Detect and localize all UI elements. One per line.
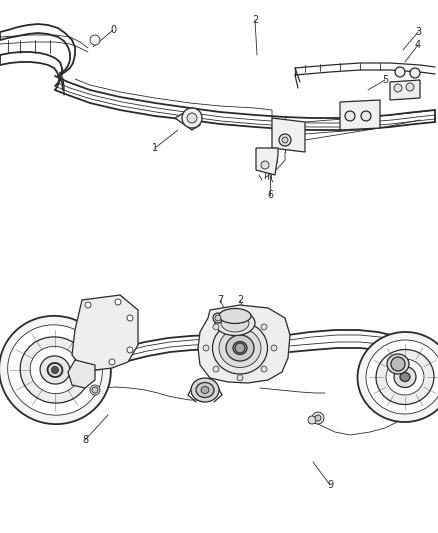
Ellipse shape: [7, 325, 102, 415]
Ellipse shape: [219, 328, 261, 367]
Ellipse shape: [226, 335, 254, 361]
Polygon shape: [72, 295, 138, 370]
Circle shape: [261, 324, 267, 330]
Circle shape: [261, 366, 267, 372]
Circle shape: [85, 302, 91, 308]
Ellipse shape: [366, 340, 438, 414]
Circle shape: [261, 161, 269, 169]
Ellipse shape: [30, 346, 80, 393]
Circle shape: [92, 387, 98, 393]
Circle shape: [394, 84, 402, 92]
Polygon shape: [68, 360, 95, 388]
Circle shape: [271, 345, 277, 351]
Text: 0: 0: [110, 25, 116, 35]
Circle shape: [361, 111, 371, 121]
Ellipse shape: [48, 363, 63, 377]
Circle shape: [395, 67, 405, 77]
Ellipse shape: [387, 354, 409, 374]
Circle shape: [213, 366, 219, 372]
Circle shape: [127, 315, 133, 321]
Circle shape: [237, 315, 243, 321]
Circle shape: [215, 315, 221, 321]
Ellipse shape: [219, 309, 251, 324]
Polygon shape: [256, 148, 278, 175]
Polygon shape: [198, 305, 290, 383]
Circle shape: [115, 299, 121, 305]
Circle shape: [279, 134, 291, 146]
Text: 3: 3: [415, 27, 421, 37]
Ellipse shape: [400, 373, 410, 382]
Ellipse shape: [196, 383, 214, 398]
Ellipse shape: [191, 378, 219, 402]
Circle shape: [187, 113, 197, 123]
Ellipse shape: [20, 337, 90, 403]
Ellipse shape: [215, 311, 255, 335]
Ellipse shape: [0, 316, 111, 424]
Text: 2: 2: [252, 15, 258, 25]
Circle shape: [203, 345, 209, 351]
Text: 9: 9: [327, 480, 333, 490]
Ellipse shape: [52, 367, 59, 374]
Circle shape: [410, 68, 420, 78]
Polygon shape: [390, 80, 420, 100]
Ellipse shape: [386, 359, 424, 395]
Circle shape: [90, 385, 100, 395]
Circle shape: [109, 359, 115, 365]
Circle shape: [237, 375, 243, 381]
Circle shape: [213, 324, 219, 330]
Circle shape: [127, 347, 133, 353]
Text: 2: 2: [237, 295, 243, 305]
Polygon shape: [272, 118, 305, 152]
Ellipse shape: [201, 386, 209, 393]
Circle shape: [308, 416, 316, 424]
Polygon shape: [340, 100, 380, 130]
Circle shape: [345, 111, 355, 121]
Text: 1: 1: [152, 143, 158, 153]
Ellipse shape: [376, 350, 434, 405]
Ellipse shape: [40, 356, 70, 384]
Polygon shape: [175, 108, 200, 130]
Circle shape: [90, 35, 100, 45]
Ellipse shape: [357, 332, 438, 422]
Ellipse shape: [394, 367, 416, 387]
Text: 8: 8: [82, 435, 88, 445]
Ellipse shape: [212, 322, 268, 374]
Circle shape: [182, 108, 202, 128]
Circle shape: [213, 313, 223, 323]
Ellipse shape: [221, 314, 249, 332]
Circle shape: [282, 137, 288, 143]
Text: 4: 4: [415, 40, 421, 50]
Circle shape: [391, 357, 405, 371]
Circle shape: [312, 412, 324, 424]
Circle shape: [315, 415, 321, 421]
Circle shape: [406, 83, 414, 91]
Ellipse shape: [233, 342, 247, 354]
Text: 5: 5: [382, 75, 388, 85]
Text: 7: 7: [217, 295, 223, 305]
Circle shape: [235, 343, 245, 353]
Text: 6: 6: [267, 190, 273, 200]
